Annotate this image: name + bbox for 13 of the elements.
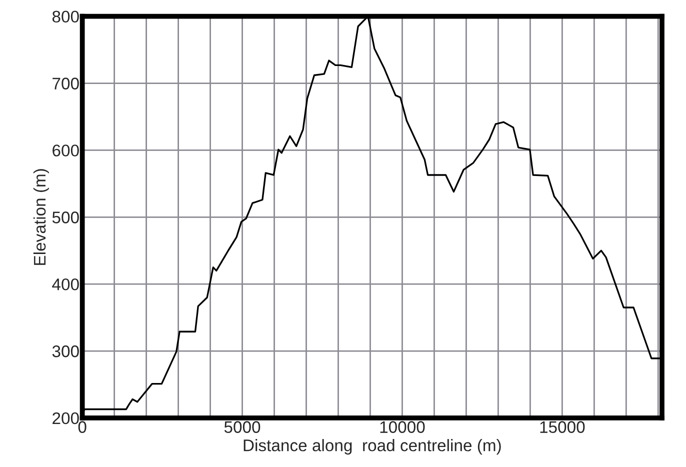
y-tick-label: 400 (52, 278, 79, 290)
y-tick-label: 700 (52, 78, 79, 90)
y-tick-label: 600 (52, 144, 79, 156)
y-tick-label: 200 (52, 412, 79, 424)
y-axis-title: Elevation (m) (33, 169, 49, 265)
y-tick-label: 300 (52, 345, 79, 358)
x-axis-title: Distance along road centreline (m) (244, 439, 501, 455)
y-tick-label: 800 (52, 10, 79, 23)
y-tick-label: 500 (52, 212, 79, 224)
x-tick-label: 5000 (224, 421, 260, 433)
x-tick-label: 10000 (380, 421, 425, 433)
x-tick-label: 0 (78, 421, 86, 433)
x-tick-label: 15000 (540, 421, 585, 433)
